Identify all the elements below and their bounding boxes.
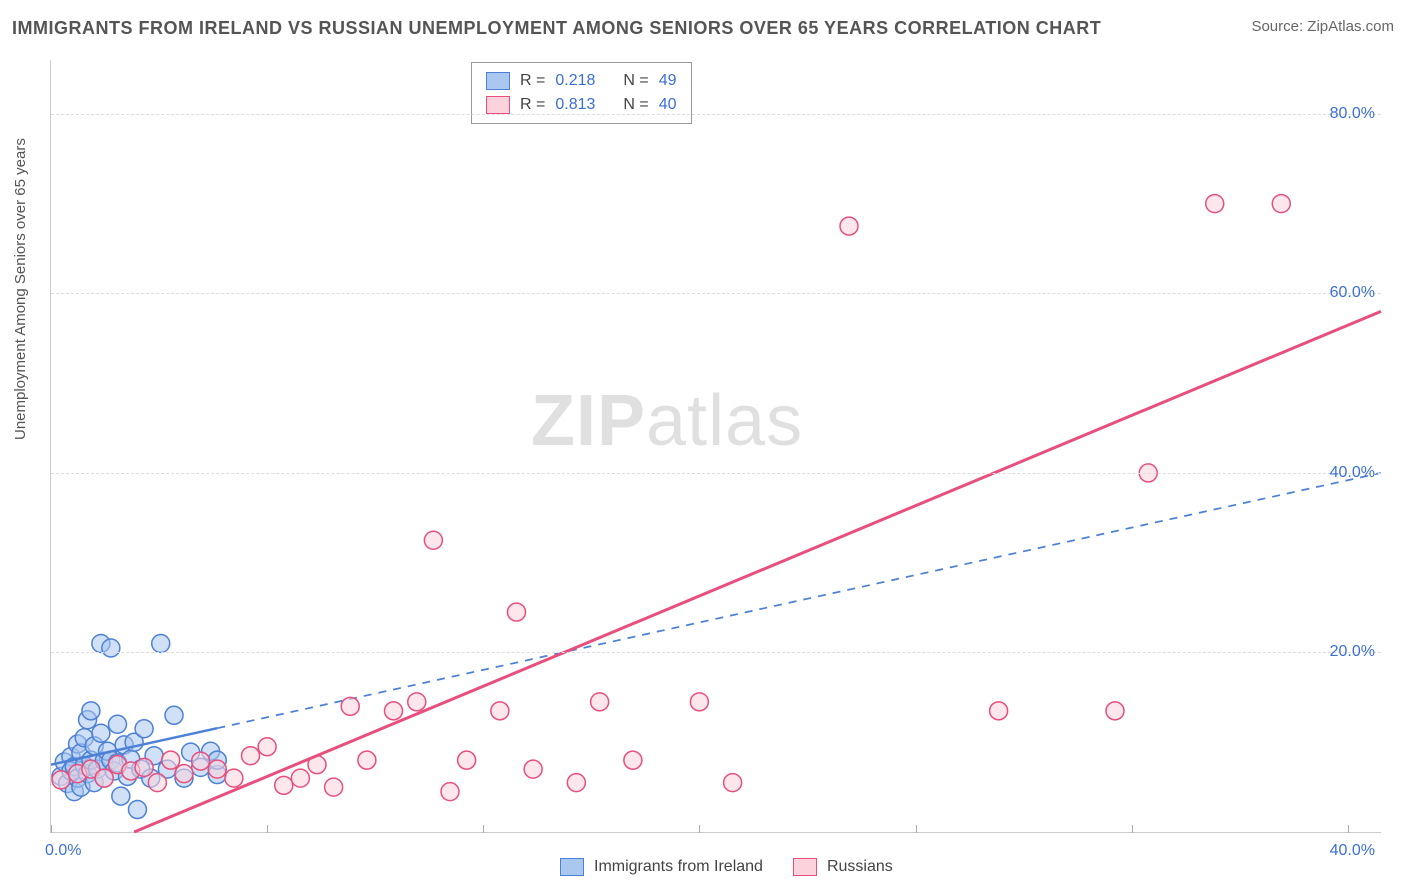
data-point bbox=[508, 603, 526, 621]
x-tick bbox=[1132, 825, 1133, 833]
source-label: Source: ZipAtlas.com bbox=[1251, 18, 1394, 35]
data-point bbox=[491, 702, 509, 720]
regression-line-dashed bbox=[217, 473, 1381, 728]
y-tick-label: 40.0% bbox=[1330, 464, 1375, 482]
grid-line bbox=[51, 293, 1381, 294]
data-point bbox=[524, 760, 542, 778]
data-point bbox=[990, 702, 1008, 720]
y-tick-label: 60.0% bbox=[1330, 284, 1375, 302]
data-point bbox=[384, 702, 402, 720]
data-point bbox=[165, 706, 183, 724]
data-point bbox=[109, 715, 127, 733]
legend-label-pink: Russians bbox=[827, 858, 893, 876]
data-point bbox=[441, 783, 459, 801]
data-point bbox=[1206, 195, 1224, 213]
legend-swatch-pink-icon bbox=[793, 858, 817, 876]
data-point bbox=[52, 771, 70, 789]
data-point bbox=[82, 702, 100, 720]
data-point bbox=[175, 765, 193, 783]
x-tick bbox=[483, 825, 484, 833]
data-point bbox=[162, 751, 180, 769]
x-tick bbox=[699, 825, 700, 833]
data-point bbox=[112, 787, 130, 805]
data-point bbox=[424, 531, 442, 549]
data-point bbox=[152, 634, 170, 652]
data-point bbox=[724, 774, 742, 792]
data-point bbox=[458, 751, 476, 769]
scatter-svg bbox=[51, 60, 1381, 832]
y-axis-label: Unemployment Among Seniors over 65 years bbox=[12, 138, 29, 440]
grid-line bbox=[51, 473, 1381, 474]
data-point bbox=[135, 758, 153, 776]
data-point bbox=[567, 774, 585, 792]
x-axis-min-label: 0.0% bbox=[45, 842, 81, 860]
x-tick bbox=[916, 825, 917, 833]
legend-swatch-blue-icon bbox=[560, 858, 584, 876]
data-point bbox=[291, 769, 309, 787]
data-point bbox=[208, 760, 226, 778]
data-point bbox=[225, 769, 243, 787]
data-point bbox=[325, 778, 343, 796]
data-point bbox=[102, 639, 120, 657]
data-point bbox=[242, 747, 260, 765]
chart-title: IMMIGRANTS FROM IRELAND VS RUSSIAN UNEMP… bbox=[12, 18, 1101, 39]
data-point bbox=[624, 751, 642, 769]
grid-line bbox=[51, 652, 1381, 653]
data-point bbox=[358, 751, 376, 769]
x-tick bbox=[1348, 825, 1349, 833]
data-point bbox=[1272, 195, 1290, 213]
data-point bbox=[408, 693, 426, 711]
data-point bbox=[148, 774, 166, 792]
data-point bbox=[95, 769, 113, 787]
data-point bbox=[591, 693, 609, 711]
data-point bbox=[275, 776, 293, 794]
data-point bbox=[840, 217, 858, 235]
chart-plot-area: ZIPatlas R = 0.218 N = 49 R = 0.813 N = … bbox=[50, 60, 1381, 833]
data-point bbox=[135, 720, 153, 738]
y-tick-label: 80.0% bbox=[1330, 105, 1375, 123]
series-legend: Immigrants from Ireland Russians bbox=[560, 858, 893, 876]
y-tick-label: 20.0% bbox=[1330, 643, 1375, 661]
regression-line-solid bbox=[134, 311, 1381, 832]
legend-label-blue: Immigrants from Ireland bbox=[594, 858, 763, 876]
data-point bbox=[192, 752, 210, 770]
x-axis-max-label: 40.0% bbox=[1330, 842, 1375, 860]
data-point bbox=[341, 697, 359, 715]
data-point bbox=[690, 693, 708, 711]
data-point bbox=[1106, 702, 1124, 720]
data-point bbox=[258, 738, 276, 756]
x-tick bbox=[267, 825, 268, 833]
data-point bbox=[128, 801, 146, 819]
x-tick bbox=[51, 825, 52, 833]
data-point bbox=[92, 724, 110, 742]
grid-line bbox=[51, 114, 1381, 115]
